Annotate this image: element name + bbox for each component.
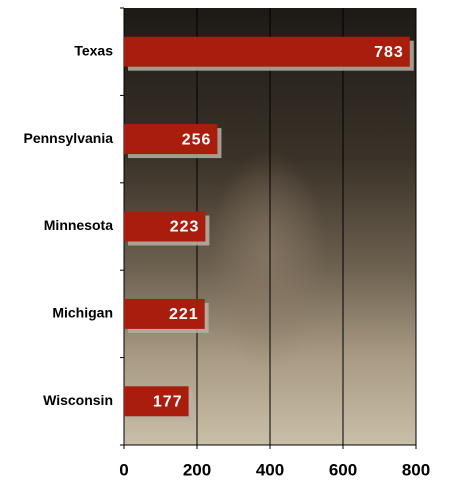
bar [124,211,206,242]
bar [124,386,189,417]
value-label: 221 [169,306,199,323]
y-tick-label: Texas [74,42,113,58]
x-tick-label: 600 [329,460,357,479]
bar [124,298,205,329]
bar [124,36,410,67]
x-tick-label: 200 [183,460,211,479]
value-label: 223 [170,219,200,236]
x-tick-label: 800 [402,460,430,479]
value-label: 177 [153,394,183,411]
y-tick-label: Michigan [52,305,113,321]
bar [124,124,218,155]
y-tick-label: Pennsylvania [24,130,114,146]
value-label: 783 [374,44,404,61]
y-tick-label: Wisconsin [43,392,113,408]
x-tick-label: 0 [119,460,128,479]
y-tick-label: Minnesota [44,217,113,233]
value-label: 256 [182,131,212,148]
x-tick-label: 400 [256,460,284,479]
photo-subject [208,150,328,370]
